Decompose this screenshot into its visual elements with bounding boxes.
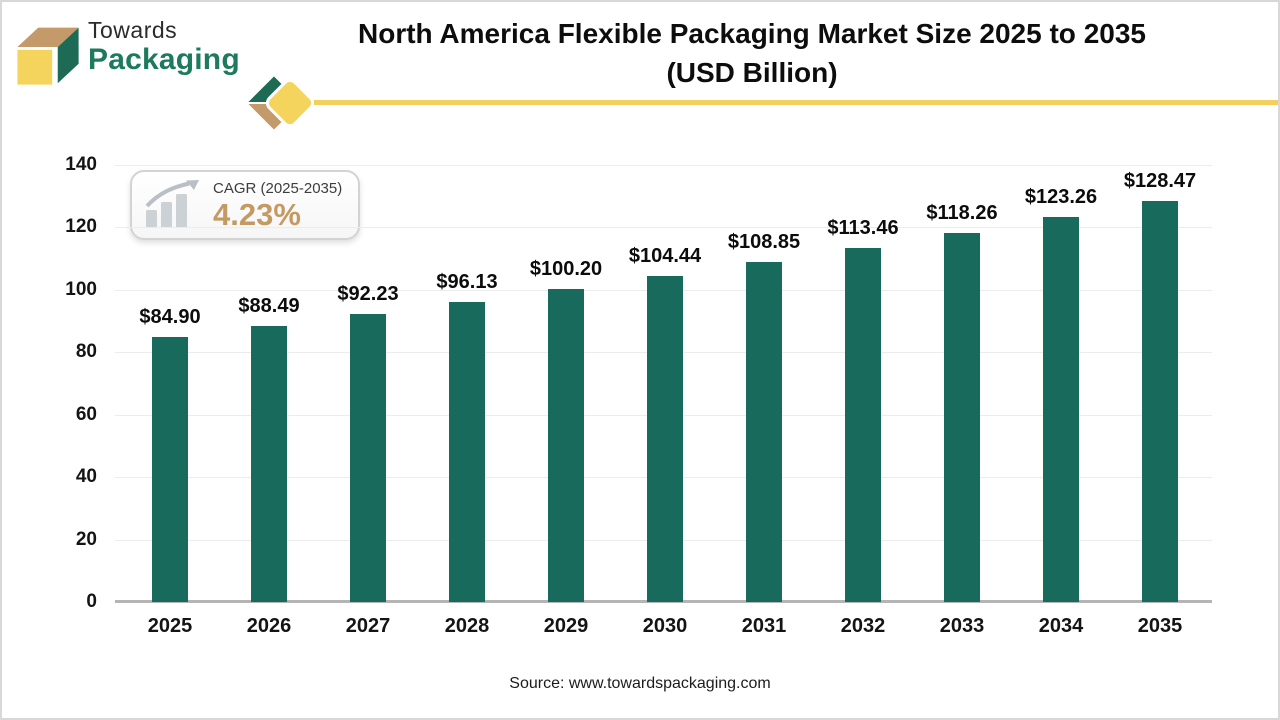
cagr-label: CAGR (2025-2035) — [213, 179, 343, 197]
bar-2031 — [746, 262, 782, 602]
x-tick-label: 2027 — [345, 615, 391, 637]
y-tick-label: 20 — [75, 528, 97, 550]
bar-2030 — [647, 276, 683, 602]
y-tick-label: 60 — [75, 403, 97, 425]
bar-2028 — [449, 301, 485, 602]
chart-title-line2: (USD Billion) — [666, 57, 838, 88]
bar-value-label: $84.90 — [139, 306, 201, 328]
bar-2033 — [944, 232, 980, 602]
gridline — [115, 165, 1212, 166]
x-tick-label: 2030 — [642, 615, 688, 637]
bar-value-label: $100.20 — [529, 258, 603, 281]
logo-wordmark: Towards Packaging — [88, 19, 240, 75]
x-tick-label: 2025 — [147, 615, 193, 637]
bar-2027 — [350, 314, 386, 602]
bar-2032 — [845, 247, 881, 602]
bar-value-label: $118.26 — [926, 201, 998, 224]
bar-2034 — [1043, 217, 1079, 602]
cagr-text: CAGR (2025-2035) 4.23% — [213, 181, 342, 230]
logo-text-packaging: Packaging — [88, 43, 240, 76]
bar-value-label: $108.85 — [727, 231, 801, 254]
bar-value-label: $113.46 — [827, 216, 899, 239]
growth-chart-icon — [145, 180, 199, 228]
bar-value-label: $96.13 — [436, 270, 498, 293]
y-tick-label: 40 — [75, 466, 97, 488]
chart-title: North America Flexible Packaging Market … — [292, 14, 1212, 92]
y-tick-label: 100 — [65, 278, 97, 300]
bar-value-label: $123.26 — [1024, 186, 1098, 209]
source-text: Source: www.towardspackaging.com — [509, 675, 771, 692]
bar-value-label: $104.44 — [628, 245, 702, 267]
x-tick-label: 2026 — [246, 615, 292, 637]
y-tick-label: 0 — [86, 591, 97, 612]
y-tick-label: 140 — [65, 154, 97, 175]
bar-2035 — [1142, 201, 1178, 602]
y-tick-label: 80 — [75, 341, 97, 363]
x-tick-label: 2032 — [840, 615, 886, 637]
header-divider-decoration — [243, 73, 1278, 133]
x-tick-label: 2029 — [543, 615, 589, 637]
x-tick-label: 2031 — [741, 615, 787, 637]
x-tick-label: 2035 — [1137, 615, 1183, 637]
x-tick-label: 2034 — [1038, 615, 1084, 637]
bar-2025 — [152, 337, 188, 602]
plot-area: $84.90 $88.49 $92.23 $96.13 $100.20 $104.44 $1… — [115, 165, 1212, 603]
x-tick-label: 2028 — [444, 615, 490, 637]
bar-2029 — [548, 289, 584, 602]
bar-value-label: $128.47 — [1123, 170, 1197, 192]
cagr-value: 4.23% — [213, 196, 301, 232]
logo-cube-icon — [17, 27, 79, 85]
bar-2026 — [251, 325, 287, 602]
bar-value-label: $88.49 — [238, 294, 300, 317]
y-tick-label: 120 — [65, 216, 97, 238]
gridline — [115, 227, 1212, 229]
x-tick-label: 2033 — [939, 615, 985, 637]
bar-value-label: $92.23 — [337, 283, 399, 306]
logo-text-towards: Towards — [88, 17, 178, 43]
chart-title-line1: North America Flexible Packaging Market … — [358, 18, 1146, 49]
